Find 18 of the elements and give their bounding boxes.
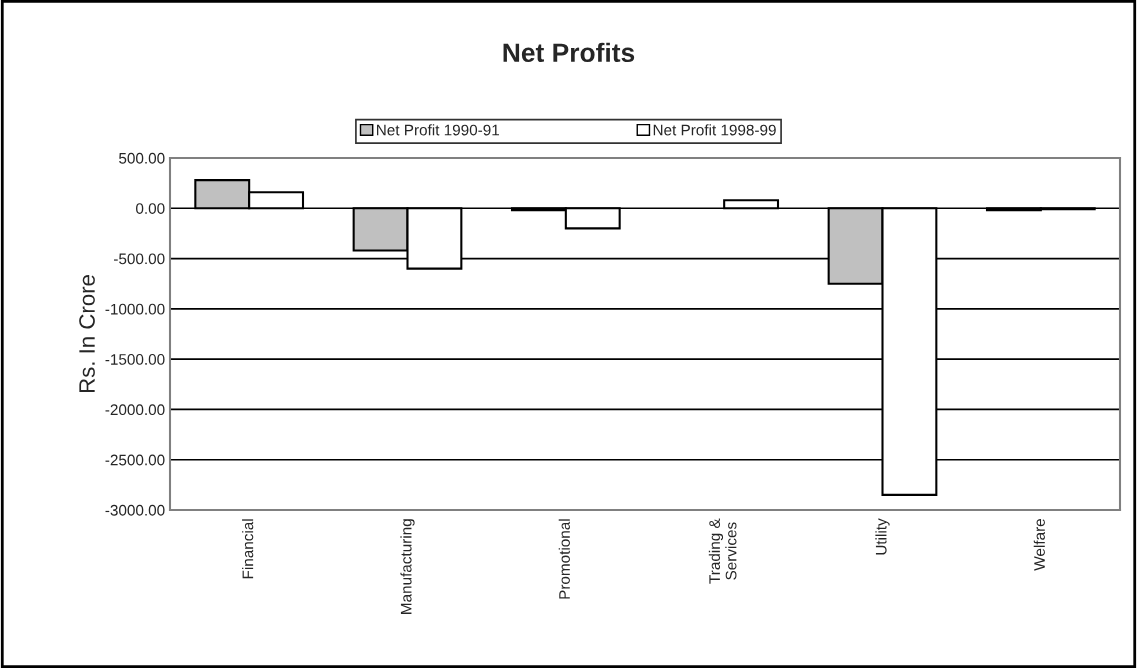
y-tick-label: -1500.00 xyxy=(105,354,165,365)
y-tick-label: -1000.00 xyxy=(105,303,165,315)
x-tick-label: Utility xyxy=(875,518,890,555)
x-tick-label: Manufacturing xyxy=(400,519,415,614)
legend-label: Net Profit 1990-91 xyxy=(377,124,500,136)
chart-title: Net Profits xyxy=(503,42,635,63)
x-tick-label: Trading & Services xyxy=(708,518,737,584)
y-tick-label: -2000.00 xyxy=(105,404,165,416)
y-axis-title: Rs. In Crore xyxy=(79,275,95,393)
y-tick-label: -3000.00 xyxy=(105,504,165,516)
x-tick-label: Financial xyxy=(242,519,254,579)
y-tick-label: 500.00 xyxy=(119,152,165,164)
y-tick-label: -500.00 xyxy=(114,253,165,265)
x-tick-label: Promotional xyxy=(558,519,570,599)
legend-label: Net Profit 1998-99 xyxy=(653,124,776,136)
x-tick-label: Welfare xyxy=(1033,519,1045,571)
y-tick-label: 0.00 xyxy=(136,203,165,214)
y-tick-label: -2500.00 xyxy=(105,454,165,466)
